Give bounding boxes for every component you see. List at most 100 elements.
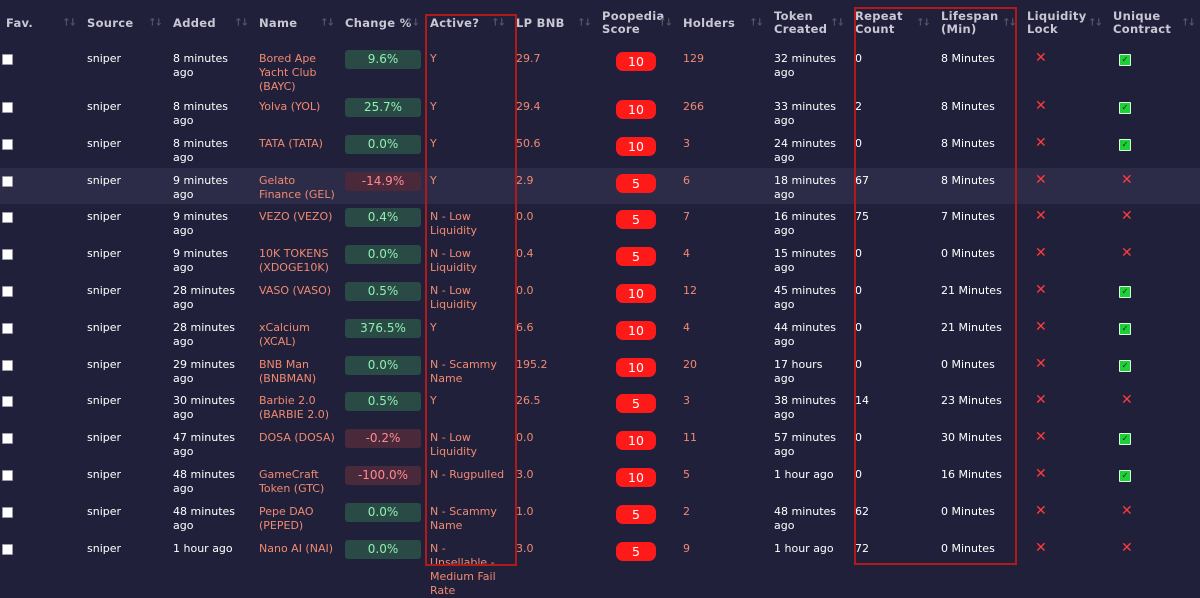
column-header-1[interactable]: Source ↑↓ — [81, 0, 167, 46]
token-name-link[interactable]: Yolva (YOL) — [259, 100, 321, 113]
column-header-2[interactable]: Added ↑↓ — [167, 0, 253, 46]
table-row[interactable]: sniper 8 minutes ago TATA (TATA) 0.0% Y 50.6 1… — [0, 131, 1200, 168]
table-row[interactable]: sniper 48 minutes ago Pepe DAO (PEPED) 0.0%… — [0, 499, 1200, 536]
favorite-checkbox[interactable] — [2, 102, 13, 113]
column-header-3[interactable]: Name ↑↓ — [253, 0, 339, 46]
column-header-8[interactable]: Holders ↑↓ — [677, 0, 768, 46]
sort-arrows-icon[interactable]: ↑↓ — [320, 17, 335, 29]
table-row[interactable]: sniper 30 minutes ago Barbie 2.0 (BARBIE 2… — [0, 388, 1200, 425]
token-name-link[interactable]: VASO (VASO) — [259, 283, 332, 297]
favorite-checkbox[interactable] — [2, 543, 13, 555]
score-cell: 5 — [596, 168, 677, 205]
liquidity-lock-cell: ✕ — [1021, 499, 1107, 536]
sort-arrows-icon[interactable]: ↑↓ — [749, 17, 764, 29]
table-row[interactable]: sniper 1 hour ago Nano AI (NAI) 0.0% N - Uns… — [0, 536, 1200, 598]
active-cell: Y — [424, 94, 510, 131]
table-row[interactable]: sniper 28 minutes ago VASO (VASO) 0.5% N - L… — [0, 278, 1200, 315]
sort-arrows-icon[interactable]: ↑↓ — [148, 17, 163, 29]
x-icon: ✕ — [1035, 98, 1047, 114]
score-cell: 5 — [596, 241, 677, 278]
column-header-0[interactable]: Fav. ↑↓ — [0, 0, 81, 46]
token-name-link[interactable]: Nano AI (NAI) — [259, 541, 334, 555]
lp-cell: 0.0 — [510, 278, 596, 315]
holders-cell: 5 — [677, 462, 768, 499]
sort-arrows-icon[interactable]: ↑↓ — [62, 17, 77, 29]
column-header-6[interactable]: LP BNB ↑↓ — [510, 0, 596, 46]
favorite-checkbox[interactable] — [2, 175, 13, 187]
sort-arrows-icon[interactable]: ↑↓ — [405, 17, 420, 29]
token-name-link[interactable]: Barbie 2.0 (BARBIE 2.0) — [259, 394, 330, 422]
favorite-checkbox[interactable] — [2, 249, 13, 261]
sort-arrows-icon[interactable]: ↑↓ — [1181, 17, 1196, 29]
table-row[interactable]: sniper 9 minutes ago VEZO (VEZO) 0.4% N - Lo… — [0, 204, 1200, 241]
added-cell: 48 minutes ago — [167, 499, 253, 536]
added-cell: 8 minutes ago — [167, 94, 253, 131]
sort-arrows-icon[interactable]: ↑↓ — [830, 17, 845, 29]
token-name-link[interactable]: TATA (TATA) — [259, 136, 323, 150]
favorite-checkbox[interactable] — [2, 469, 13, 481]
sort-arrows-icon[interactable]: ↑↓ — [1002, 17, 1017, 29]
added-text: 28 minutes ago — [173, 320, 236, 348]
repeat-cell: 0 — [849, 425, 935, 462]
fav-cell — [0, 278, 81, 315]
table-row[interactable]: sniper 8 minutes ago Yolva (YOL) 25.7% Y 29.4… — [0, 94, 1200, 131]
column-header-7[interactable]: Poopedia Score ↑↓ — [596, 0, 677, 46]
favorite-checkbox[interactable] — [2, 54, 13, 65]
sort-arrows-icon[interactable]: ↑↓ — [577, 17, 592, 29]
token-name-link[interactable]: Bored Ape Yacht Club (BAYC) — [259, 52, 317, 93]
table-row[interactable]: sniper 47 minutes ago DOSA (DOSA) -0.2% N - … — [0, 425, 1200, 462]
sort-arrows-icon[interactable]: ↑↓ — [234, 17, 249, 29]
column-header-12[interactable]: Liquidity Lock ↑↓ — [1021, 0, 1107, 46]
liquidity-lock-cell: ✕ — [1021, 315, 1107, 352]
change-cell: 376.5% — [339, 315, 424, 352]
token-name-link[interactable]: DOSA (DOSA) — [259, 431, 335, 445]
check-icon: ✓ — [1119, 359, 1131, 372]
table-row[interactable]: sniper 8 minutes ago Bored Ape Yacht Club … — [0, 46, 1200, 94]
token-name-link[interactable]: xCalcium (XCAL) — [259, 320, 310, 348]
column-header-10[interactable]: Repeat Count ↑↓ — [849, 0, 935, 46]
column-header-13[interactable]: Unique Contract ↑↓ — [1107, 0, 1200, 46]
table-row[interactable]: sniper 9 minutes ago Gelato Finance (GEL) -… — [0, 167, 1200, 205]
table-row[interactable]: sniper 9 minutes ago 10K TOKENS (XDOGE10K)… — [0, 241, 1200, 278]
token-name-link[interactable]: Pepe DAO (PEPED) — [259, 504, 314, 532]
sort-arrows-icon[interactable]: ↑↓ — [658, 17, 673, 29]
column-header-label: Unique Contract — [1113, 9, 1172, 36]
token-name-link[interactable]: BNB Man (BNBMAN) — [259, 357, 317, 385]
favorite-checkbox[interactable] — [2, 285, 13, 297]
favorite-checkbox[interactable] — [2, 506, 13, 518]
sort-arrows-icon[interactable]: ↑↓ — [1088, 17, 1103, 29]
favorite-checkbox[interactable] — [2, 433, 13, 445]
favorite-checkbox[interactable] — [2, 322, 13, 334]
sort-arrows-icon[interactable]: ↑↓ — [491, 17, 506, 29]
header-row: Fav. ↑↓ Source ↑↓ Added ↑↓ Name ↑↓ Change % ↑↓ Act… — [0, 0, 1200, 46]
token-name-link[interactable]: VEZO (VEZO) — [259, 210, 333, 224]
favorite-checkbox[interactable] — [2, 396, 13, 408]
change-badge: 0.0% — [345, 539, 421, 559]
active-cell: N - Low Liquidity — [424, 241, 510, 278]
favorite-checkbox[interactable] — [2, 138, 13, 150]
check-icon: ✓ — [1119, 285, 1131, 298]
active-status: N - Low Liquidity — [430, 431, 478, 459]
lifespan-cell: 7 Minutes — [935, 204, 1021, 241]
column-header-5[interactable]: Active? ↑↓ — [424, 0, 510, 46]
table-row[interactable]: sniper 48 minutes ago GameCraft Token (GTC… — [0, 462, 1200, 499]
table-row[interactable]: sniper 29 minutes ago BNB Man (BNBMAN) 0.0%… — [0, 352, 1200, 389]
lp-bnb-value: 3.0 — [516, 541, 534, 555]
token-created-text: 24 minutes ago — [774, 136, 837, 164]
token-name-link[interactable]: Gelato Finance (GEL) — [259, 173, 335, 201]
score-cell: 10 — [596, 131, 677, 168]
table-row[interactable]: sniper 28 minutes ago xCalcium (XCAL) 376.5… — [0, 315, 1200, 352]
favorite-checkbox[interactable] — [2, 359, 13, 371]
column-header-4[interactable]: Change % ↑↓ — [339, 0, 424, 46]
favorite-checkbox[interactable] — [2, 212, 13, 224]
source-text: sniper — [87, 136, 122, 150]
added-text: 9 minutes ago — [173, 173, 229, 201]
token-name-link[interactable]: 10K TOKENS (XDOGE10K) — [259, 247, 329, 275]
sort-arrows-icon[interactable]: ↑↓ — [916, 17, 931, 29]
token-name-link[interactable]: GameCraft Token (GTC) — [259, 467, 325, 495]
unique-contract-cell: ✓ — [1107, 46, 1200, 94]
holders-value: 9 — [683, 541, 690, 555]
column-header-9[interactable]: Token Created ↑↓ — [768, 0, 849, 46]
column-header-11[interactable]: Lifespan (Min) ↑↓ — [935, 0, 1021, 46]
source-cell: sniper — [81, 168, 167, 205]
